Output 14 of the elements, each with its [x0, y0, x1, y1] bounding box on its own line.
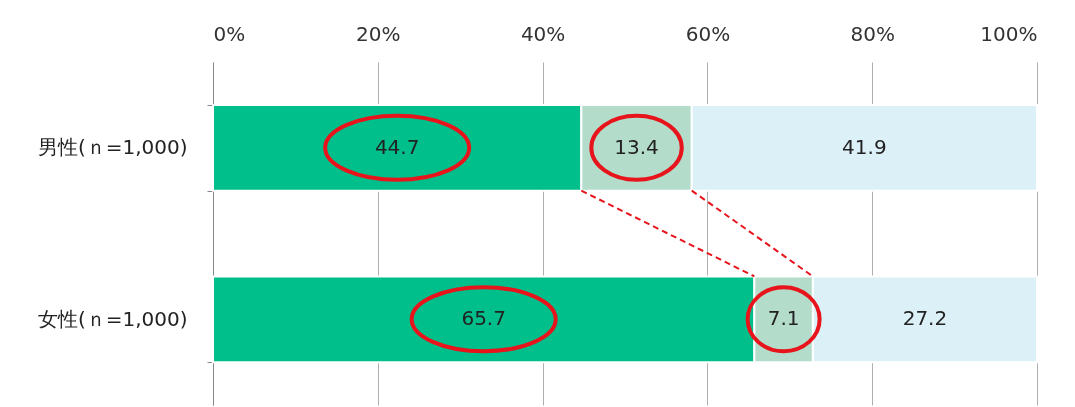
- data-label: 65.7: [461, 306, 506, 331]
- data-label: 27.2: [902, 306, 948, 331]
- y-tick-label: 女性(ｎ=1,000): [37, 306, 188, 331]
- data-label: 41.9: [842, 134, 887, 159]
- x-tick-label: 60%: [685, 21, 731, 46]
- x-tick-label: 0%: [213, 21, 246, 46]
- data-label: 13.4: [614, 134, 659, 159]
- x-tick-label: 100%: [980, 21, 1038, 46]
- data-label: 44.7: [374, 134, 420, 159]
- y-tick-label: 男性(ｎ=1,000): [37, 135, 188, 160]
- data-label: 7.1: [767, 306, 800, 331]
- x-tick-label: 80%: [850, 21, 895, 46]
- x-tick-label: 40%: [520, 21, 566, 46]
- x-tick-label: 20%: [356, 21, 401, 46]
